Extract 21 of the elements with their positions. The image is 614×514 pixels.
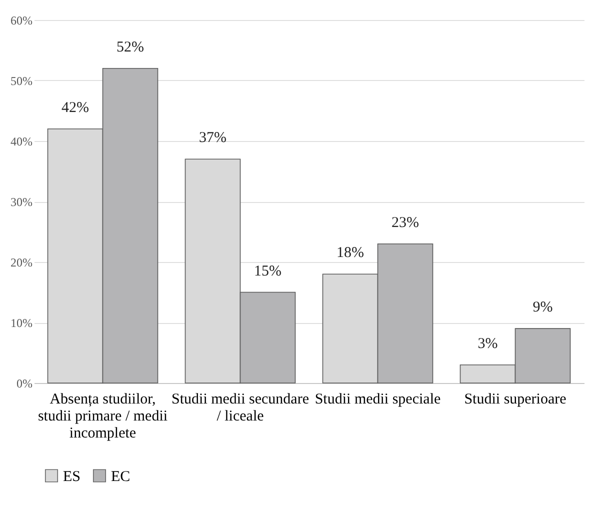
y-tick-label: 50% — [10, 74, 32, 88]
data-label: 23% — [392, 214, 419, 231]
x-tick-label: Studii superioare — [464, 392, 567, 408]
data-label: 52% — [116, 39, 144, 56]
y-tick-label: 10% — [10, 316, 32, 330]
y-tick-label: 20% — [10, 256, 32, 270]
data-label: 15% — [254, 263, 282, 280]
data-label: 18% — [336, 245, 364, 262]
x-tick-label: Studii medii secundare / liceale — [172, 392, 310, 424]
legend-label: ES — [63, 468, 81, 485]
legend-label: EC — [111, 468, 130, 485]
y-tick-label: 40% — [10, 134, 32, 148]
y-tick-label: 60% — [10, 14, 32, 28]
y-tick-label: 30% — [10, 195, 32, 209]
x-tick-label: Absența studiilor, studii primare / medii incomplete — [38, 392, 168, 442]
x-tick-label: Studii medii speciale — [314, 392, 441, 408]
y-tick-label: 0% — [16, 376, 32, 390]
data-label: 3% — [478, 336, 498, 352]
data-label: 42% — [62, 100, 89, 116]
data-label: 37% — [199, 130, 226, 146]
data-label: 9% — [532, 300, 553, 316]
